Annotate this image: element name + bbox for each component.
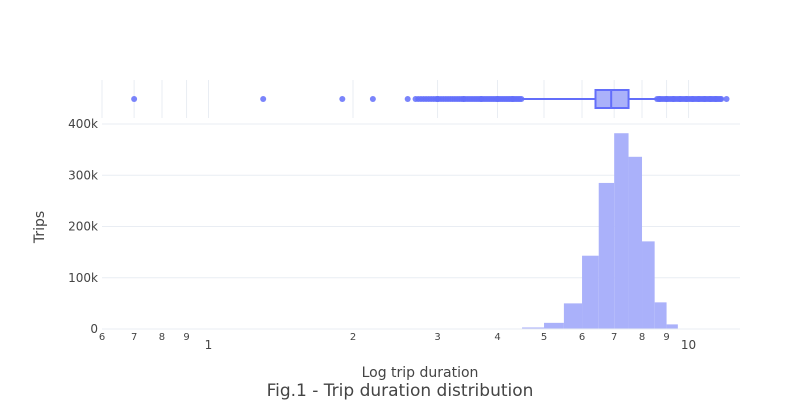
x-tick-label: 8 — [639, 332, 645, 343]
outlier-point — [339, 96, 346, 102]
axes: 0 100k 200k 300k 400k 6 7 8 9 1 2 3 4 5 6 7 8 9 10 — [68, 117, 740, 352]
x-tick-label: 8 — [159, 332, 165, 343]
y-tick-label: 400k — [68, 117, 98, 131]
outlier-point — [404, 96, 411, 102]
outlier-point — [518, 96, 525, 102]
x-tick-label: 5 — [541, 332, 547, 343]
y-tick-label: 0 — [90, 322, 98, 336]
x-tick-label: 10 — [681, 338, 696, 352]
x-tick-label: 4 — [494, 332, 500, 343]
x-tick-label: 1 — [205, 338, 213, 352]
outlier-point — [369, 96, 376, 102]
histogram-bar — [522, 327, 545, 329]
x-tick-label: 9 — [663, 332, 669, 343]
outlier-point — [260, 96, 267, 102]
chart-title: Fig.1 - Trip duration distribution — [267, 381, 534, 400]
histogram-bar — [642, 241, 655, 329]
histogram-bars — [469, 133, 678, 329]
histogram-bar — [544, 322, 564, 329]
boxplot-marginal — [131, 89, 730, 109]
histogram-bar — [582, 255, 599, 329]
x-axis-title: Log trip duration — [362, 365, 479, 381]
x-tick-label: 6 — [99, 332, 105, 343]
x-tick-label: 2 — [350, 332, 356, 343]
histogram-bar — [563, 303, 583, 329]
outlier-point — [723, 96, 730, 102]
y-tick-label: 200k — [68, 220, 98, 234]
histogram-bar — [598, 182, 615, 329]
x-tick-label: 6 — [579, 332, 585, 343]
y-tick-label: 300k — [68, 168, 98, 182]
x-tick-label: 9 — [183, 332, 189, 343]
y-axis-title: Trips — [32, 211, 48, 244]
y-tick-label: 100k — [68, 271, 98, 285]
histogram-bar — [654, 302, 667, 329]
x-tick-label: 7 — [611, 332, 617, 343]
histogram-bar — [614, 133, 629, 329]
outlier-point — [717, 96, 724, 102]
outlier-point — [131, 96, 138, 102]
x-tick-label: 7 — [131, 332, 137, 343]
histogram-bar — [666, 324, 678, 329]
x-tick-label: 3 — [434, 332, 440, 343]
histogram-bar — [628, 156, 643, 329]
